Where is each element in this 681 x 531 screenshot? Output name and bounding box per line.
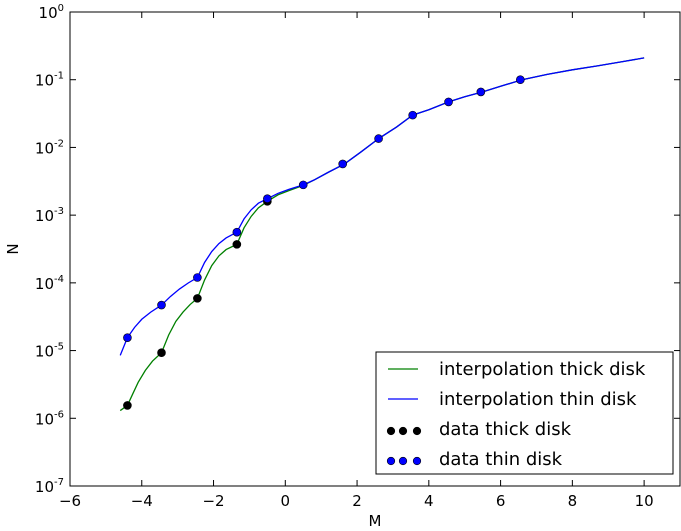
legend-label: interpolation thick disk [439,359,646,380]
x-tick-label: −6 [59,492,81,510]
y-tick-label: 10-6 [35,409,64,428]
legend: interpolation thick disk interpolation th… [375,351,674,475]
x-tick-label: 4 [424,492,434,510]
legend-marker-swatch [398,456,408,466]
x-tick-label: 2 [352,492,362,510]
y-tick-label: 10-5 [35,342,64,361]
y-tick-label: 10-4 [35,274,64,293]
data-point-3-6 [338,159,348,169]
data-point-3-2 [193,273,202,282]
x-tick-label: 8 [568,492,578,510]
data-point-3-4 [263,194,272,203]
y-tick-label: 10-1 [35,71,64,90]
data-point-3-8 [408,110,417,120]
legend-marker-swatch [386,426,396,436]
data-point-3-9 [444,97,453,107]
data-point-3-0 [123,333,132,342]
legend-label: interpolation thin disk [439,389,637,410]
data-point-2-1 [157,348,166,358]
data-point-2-3 [232,240,242,249]
data-point-2-2 [193,294,202,303]
legend-label: data thick disk [439,419,572,440]
y-tick-label: 100 [39,3,64,22]
x-tick-label: 6 [496,492,506,510]
data-point-3-11 [516,75,525,85]
y-tick-label: 10-7 [35,477,64,496]
x-tick-label: 10 [635,492,654,510]
legend-marker-swatch [412,426,422,436]
y-tick-label: 10-2 [35,138,64,157]
legend-marker-swatch [386,456,396,466]
ticks-layer: −6 −4 −2 0 2 4 6 8 10 100 10-1 10-2 10-3 10-4 10-5 10-6… [35,3,680,510]
x-tick-label: 0 [281,492,291,510]
legend-box [375,351,674,475]
y-axis-label: N [4,243,22,254]
data-point-3-5 [298,180,308,190]
data-point-3-7 [374,134,383,143]
x-axis-label: M [369,512,382,530]
legend-marker-swatch [412,456,422,466]
plot-frame [69,11,681,487]
data-point-3-10 [476,87,486,97]
x-tick-label: −2 [202,492,224,510]
legend-label: data thin disk [439,449,563,470]
series-layer [119,57,645,412]
series-line-1 [119,57,645,356]
data-point-3-1 [157,300,166,310]
legend-marker-swatch [398,426,408,436]
data-point-2-0 [123,401,132,410]
y-tick-label: 10-3 [35,206,64,225]
data-point-3-3 [232,227,242,237]
x-tick-label: −4 [131,492,153,510]
